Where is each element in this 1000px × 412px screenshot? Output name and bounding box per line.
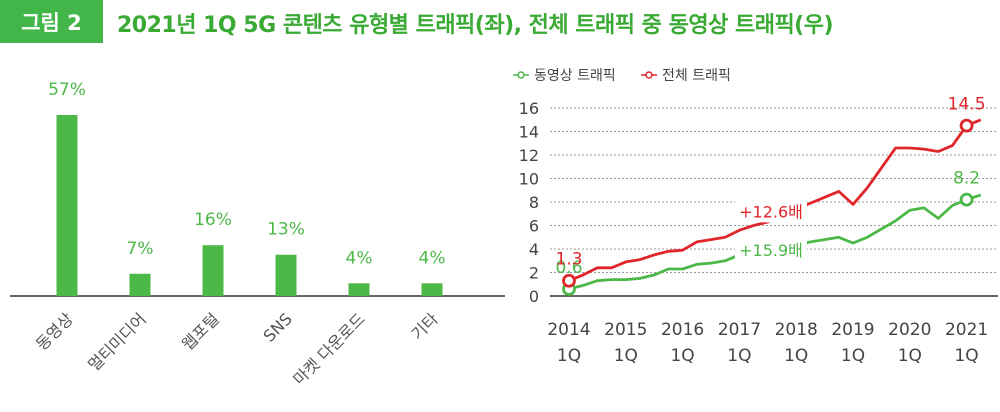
- x-tick-quarter-3: 1Q: [727, 346, 751, 366]
- y-tick-label-2: 4: [529, 240, 539, 259]
- chart-title: 2021년 1Q 5G 콘텐츠 유형별 트래픽(좌), 전체 트래픽 중 동영상…: [117, 13, 834, 38]
- y-tick-label-6: 12: [519, 146, 539, 165]
- y-tick-label-7: 14: [519, 123, 539, 142]
- line-chart: 0 2 4 6 8 10 12 14 16 2014 1Q 2015 1Q 2016 1Q 2017 1Q 201…: [513, 68, 998, 366]
- series-1-start-marker: [562, 273, 576, 288]
- y-tick-label-4: 8: [529, 193, 539, 212]
- annotation-bg-0: [735, 198, 807, 223]
- series-1-end-marker: [959, 118, 974, 133]
- series-0-end-marker: [959, 192, 974, 207]
- bar-value-label-0: 57%: [48, 80, 86, 100]
- annotation-bg-1: [735, 237, 807, 262]
- legend-label-0: 동영상 트래픽: [534, 68, 616, 84]
- y-tick-label-3: 6: [529, 217, 539, 236]
- bar-3: [275, 254, 297, 296]
- x-tick-year-7: 2021: [945, 320, 988, 340]
- x-tick-year-4: 2018: [775, 320, 818, 340]
- x-tick-quarter-5: 1Q: [841, 346, 865, 366]
- category-label-3: SNS: [260, 309, 296, 345]
- series-0-start-label: 0.6: [555, 258, 582, 278]
- bar-2: [202, 245, 224, 296]
- bar-value-label-2: 16%: [194, 210, 232, 230]
- bar-value-label-5: 4%: [419, 248, 446, 268]
- category-label-0: 동영상: [32, 309, 77, 354]
- bar-value-label-1: 7%: [127, 239, 154, 259]
- series-0-end-label: 8.2: [953, 169, 980, 189]
- x-tick-quarter-6: 1Q: [898, 346, 922, 366]
- x-tick-year-2: 2016: [661, 320, 704, 340]
- bar-0: [56, 115, 78, 296]
- y-tick-label-1: 2: [529, 264, 539, 283]
- legend-label-1: 전체 트래픽: [662, 68, 731, 84]
- legend-marker-1: [645, 71, 653, 79]
- y-tick-label-5: 10: [519, 170, 539, 189]
- y-tick-label-8: 16: [519, 99, 539, 118]
- x-tick-year-0: 2014: [547, 320, 590, 340]
- x-tick-quarter-4: 1Q: [784, 346, 808, 366]
- x-tick-year-1: 2015: [604, 320, 647, 340]
- x-tick-year-6: 2020: [888, 320, 931, 340]
- category-label-4: 마켓 다운로드: [289, 309, 368, 388]
- category-label-2: 웹포털: [178, 309, 223, 354]
- header: 그림 2 2021년 1Q 5G 콘텐츠 유형별 트래픽(좌), 전체 트래픽 …: [0, 0, 1000, 50]
- bar-5: [421, 283, 443, 296]
- bar-4: [348, 283, 370, 296]
- y-tick-label-0: 0: [529, 287, 539, 306]
- bar-value-label-3: 13%: [267, 220, 305, 240]
- annotation-0: +12.6배: [739, 202, 803, 221]
- x-tick-quarter-2: 1Q: [670, 346, 694, 366]
- annotation-1: +15.9배: [739, 241, 803, 260]
- x-tick-quarter-0: 1Q: [557, 346, 581, 366]
- x-tick-quarter-7: 1Q: [954, 346, 978, 366]
- category-label-5: 기타: [408, 309, 442, 343]
- series-1-start-label: 1.3: [555, 250, 582, 270]
- x-tick-quarter-1: 1Q: [614, 346, 638, 366]
- figure-label: 그림 2: [0, 0, 103, 43]
- series-1-end-label: 14.5: [948, 95, 986, 115]
- bar-chart: 57% 동영상 7% 멀티미디어 16% 웹포털 13% SNS 4% 마켓 다운로드 4% 기타: [10, 80, 505, 389]
- category-label-1: 멀티미디어: [84, 309, 149, 374]
- legend-marker-0: [517, 71, 525, 79]
- bar-value-label-4: 4%: [346, 248, 373, 268]
- x-tick-year-3: 2017: [718, 320, 761, 340]
- bar-1: [129, 273, 151, 296]
- x-tick-year-5: 2019: [831, 320, 874, 340]
